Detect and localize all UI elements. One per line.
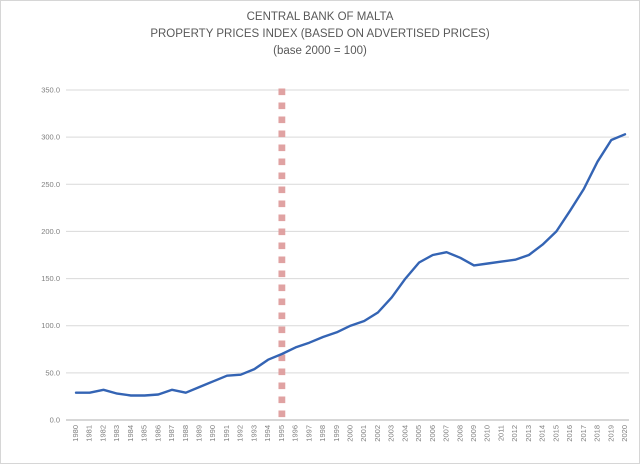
x-tick-label: 1993 xyxy=(249,425,258,442)
x-tick-label: 2014 xyxy=(538,425,547,442)
x-tick-label: 1983 xyxy=(112,425,121,442)
y-tick-label: 0.0 xyxy=(50,416,60,425)
x-tick-label: 1990 xyxy=(208,425,217,442)
x-tick-label: 2003 xyxy=(387,425,396,442)
x-tick-label: 2018 xyxy=(593,425,602,442)
y-tick-label: 300.0 xyxy=(41,133,60,142)
y-tick-label: 200.0 xyxy=(41,227,60,236)
x-tick-label: 2005 xyxy=(414,425,423,442)
series-line xyxy=(74,133,627,397)
x-tick-label: 2000 xyxy=(345,425,354,442)
y-tick-label: 150.0 xyxy=(41,274,60,283)
x-tick-label: 2012 xyxy=(510,425,519,442)
x-tick-label: 2017 xyxy=(579,425,588,442)
x-tick-label: 1987 xyxy=(167,425,176,442)
x-tick-label: 1991 xyxy=(222,425,231,442)
chart-title-block: CENTRAL BANK OF MALTA PROPERTY PRICES IN… xyxy=(1,9,639,60)
x-tick-label: 1984 xyxy=(126,425,135,442)
x-tick-label: 2007 xyxy=(442,425,451,442)
x-tick-label: 1989 xyxy=(195,425,204,442)
x-tick-label: 1980 xyxy=(71,425,80,442)
x-tick-label: 2010 xyxy=(483,425,492,442)
x-tick-label: 2020 xyxy=(620,425,629,442)
x-tick-label: 1986 xyxy=(153,425,162,442)
x-tick-label: 1988 xyxy=(181,425,190,442)
chart-subtitle: PROPERTY PRICES INDEX (BASED ON ADVERTIS… xyxy=(150,28,490,40)
x-tick-label: 2008 xyxy=(455,425,464,442)
chart-base-note: (base 2000 = 100) xyxy=(273,45,367,57)
chart-title: CENTRAL BANK OF MALTA xyxy=(246,11,394,23)
x-tick-label: 1999 xyxy=(332,425,341,442)
x-tick-label: 1982 xyxy=(98,425,107,442)
x-tick-label: 2011 xyxy=(496,425,505,441)
y-tick-label: 100.0 xyxy=(41,321,60,330)
x-tick-label: 1996 xyxy=(291,425,300,442)
x-tick-label: 2004 xyxy=(400,425,409,442)
x-tick-label: 1997 xyxy=(304,425,313,442)
x-tick-label: 1981 xyxy=(85,425,94,442)
x-tick-label: 2015 xyxy=(551,425,560,442)
x-tick-label: 1995 xyxy=(277,425,286,442)
x-tick-label: 2001 xyxy=(359,425,368,442)
y-tick-label: 50.0 xyxy=(45,368,60,377)
x-tick-label: 1992 xyxy=(236,425,245,442)
y-tick-label: 250.0 xyxy=(41,180,60,189)
x-tick-label: 2016 xyxy=(565,425,574,442)
x-tick-label: 1998 xyxy=(318,425,327,442)
x-tick-label: 1985 xyxy=(140,425,149,442)
x-tick-label: 2002 xyxy=(373,425,382,442)
x-tick-label: 2006 xyxy=(428,425,437,442)
x-tick-label: 2013 xyxy=(524,425,533,442)
x-tick-label: 1994 xyxy=(263,425,272,442)
x-tick-label: 2019 xyxy=(606,425,615,442)
x-tick-label: 2009 xyxy=(469,425,478,442)
y-tick-label: 350.0 xyxy=(41,86,60,95)
